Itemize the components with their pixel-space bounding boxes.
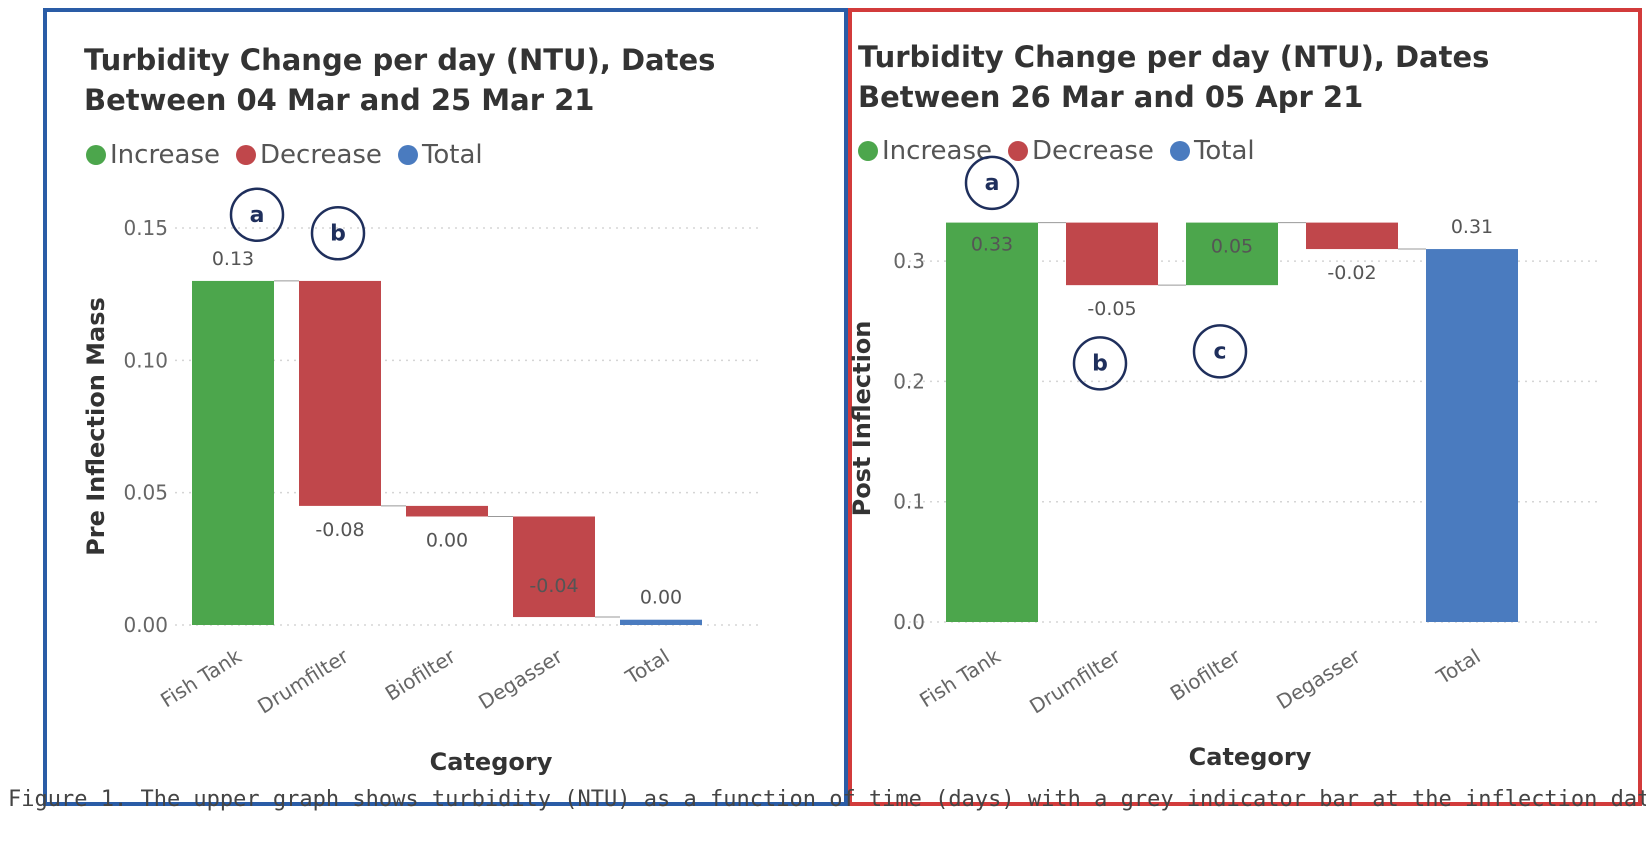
y-tick-label: 0.3 [893, 249, 925, 273]
decrease-dot-icon [1008, 141, 1029, 161]
y-axis-title: Post Inflection [848, 321, 876, 517]
legend-item-increase: Increase [858, 136, 992, 166]
annotation-circle [229, 187, 285, 243]
annotation-circle [1072, 336, 1128, 391]
y-tick-label: 0.1 [893, 490, 925, 514]
x-tick-label: Degasser [474, 643, 567, 714]
legend-label: Increase [882, 136, 993, 166]
data-label: -0.02 [1327, 262, 1376, 284]
bar-fish-tank [946, 222, 1038, 622]
bar-degasser [1306, 222, 1398, 250]
legend-item-total: Total [397, 140, 483, 170]
y-tick-label: 0.15 [123, 216, 168, 240]
data-label: 0.05 [1211, 236, 1253, 258]
bar-drumfilter [1066, 222, 1158, 286]
data-label: -0.04 [529, 575, 578, 597]
increase-dot-icon [858, 141, 878, 161]
legend-label: Increase [110, 140, 221, 170]
bar-total [620, 619, 702, 625]
annotation-label: b [1092, 351, 1108, 376]
legend-item-decrease: Decrease [236, 140, 382, 170]
y-tick-label: 0.05 [123, 481, 168, 505]
x-axis-title: Category [430, 748, 553, 776]
left-chart-frame [43, 8, 848, 806]
data-label: -0.05 [1087, 298, 1136, 320]
x-tick-label: Fish Tank [915, 644, 1005, 713]
left-chart-title: Turbidity Change per day (NTU), Dates Be… [84, 43, 716, 117]
bar-degasser [513, 516, 595, 618]
data-label: 0.00 [640, 587, 682, 609]
data-label: -0.08 [315, 519, 364, 541]
legend-item-increase: Increase [86, 140, 220, 170]
x-tick-label: Drumfilter [253, 643, 353, 718]
x-tick-label: Total [620, 644, 673, 690]
x-tick-label: Total [1431, 644, 1484, 690]
annotation-label: a [250, 203, 265, 228]
right-chart-frame [848, 8, 1642, 806]
legend-label: Decrease [1032, 136, 1154, 166]
x-tick-label: Degasser [1272, 643, 1365, 714]
bar-biofilter [406, 505, 488, 517]
bar-fish-tank [192, 280, 274, 625]
bar-drumfilter [299, 280, 381, 506]
data-label: 0.00 [426, 529, 468, 551]
y-tick-label: 0.0 [893, 610, 925, 634]
y-tick-label: 0.2 [893, 369, 925, 393]
y-tick-label: 0.10 [123, 348, 168, 372]
annotation-circle [964, 155, 1020, 211]
legend-item-total: Total [1169, 136, 1255, 166]
annotation-circle [310, 206, 366, 261]
x-tick-label: Drumfilter [1025, 643, 1125, 718]
y-axis-title: Pre Inflection Mass [82, 297, 110, 556]
increase-dot-icon [86, 145, 106, 165]
legend-label: Total [1193, 136, 1255, 166]
x-axis-title: Category [1189, 743, 1312, 771]
right-chart-title: Turbidity Change per day (NTU), Dates Be… [858, 40, 1490, 114]
legend-label: Decrease [260, 140, 382, 170]
legend-label: Total [421, 140, 483, 170]
right-chart-legend: Increase Decrease Total [858, 136, 1271, 166]
annotation-label: c [1213, 339, 1226, 364]
left-chart-legend: Increase Decrease Total [86, 140, 499, 170]
annotation-label: b [330, 221, 346, 246]
total-dot-icon [1169, 141, 1190, 161]
data-label: 0.33 [971, 234, 1013, 256]
x-tick-label: Fish Tank [156, 644, 246, 713]
annotation-label: a [985, 171, 1000, 196]
data-label: 0.31 [1451, 216, 1493, 238]
y-tick-label: 0.00 [123, 613, 168, 637]
legend-item-decrease: Decrease [1008, 136, 1154, 166]
x-tick-label: Biofilter [1166, 643, 1246, 705]
bar-biofilter [1186, 222, 1278, 286]
decrease-dot-icon [236, 145, 257, 165]
x-tick-label: Biofilter [381, 643, 461, 705]
data-label: 0.13 [212, 248, 254, 270]
annotation-circle [1192, 324, 1248, 379]
figure-caption: Figure 1. The upper graph shows turbidit… [8, 787, 1646, 812]
bar-total [1426, 249, 1518, 622]
total-dot-icon [397, 145, 418, 165]
